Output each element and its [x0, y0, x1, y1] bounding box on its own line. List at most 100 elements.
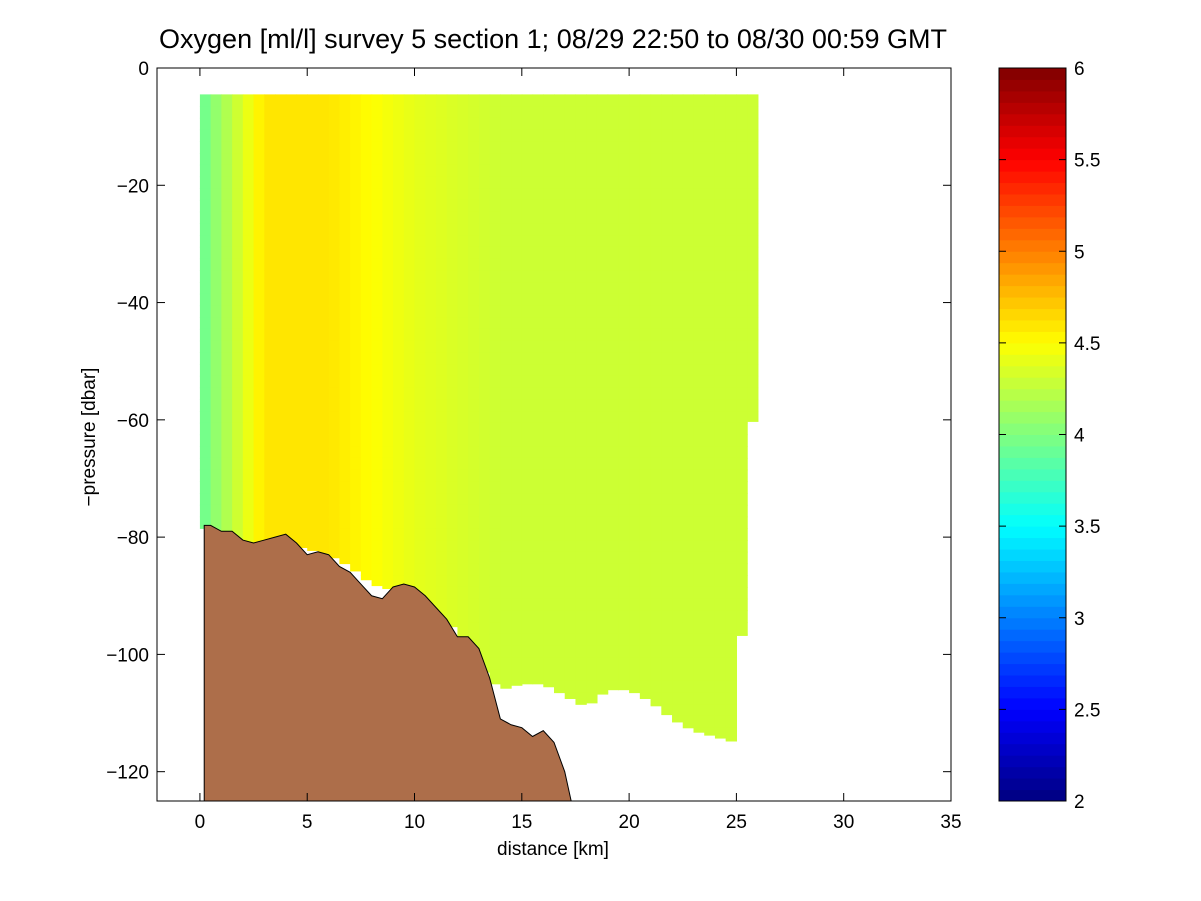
heatmap-cell — [307, 504, 319, 518]
heatmap-cell — [446, 422, 459, 436]
chart-title: Oxygen [ml/l] survey 5 section 1; 08/29 … — [159, 24, 947, 54]
heatmap-cell — [478, 153, 491, 166]
heatmap-cell — [596, 328, 609, 342]
heatmap-cell — [747, 141, 759, 154]
heatmap-cell — [618, 669, 630, 682]
heatmap-cell — [478, 633, 491, 647]
heatmap-cell — [339, 540, 351, 553]
heatmap-cell — [210, 117, 222, 131]
heatmap-cell — [586, 364, 598, 377]
heatmap-cell — [339, 457, 351, 471]
heatmap-cell — [232, 106, 244, 119]
heatmap-cell — [672, 469, 684, 483]
heatmap-cell — [639, 211, 652, 224]
heatmap-cell — [221, 340, 233, 354]
heatmap-cell — [736, 551, 748, 565]
heatmap-cell — [672, 258, 684, 271]
heatmap-cell — [532, 328, 544, 342]
heatmap-cell — [596, 528, 609, 541]
heatmap-cell — [457, 622, 469, 635]
heatmap-cell — [554, 117, 566, 131]
heatmap-cell — [532, 504, 544, 518]
heatmap-cell — [403, 446, 416, 459]
heatmap-cell — [489, 235, 501, 248]
heatmap-cell — [747, 188, 759, 201]
heatmap-cell — [596, 669, 609, 682]
heatmap-cell — [210, 516, 222, 529]
heatmap-cell — [478, 211, 491, 224]
heatmap-cell — [596, 141, 609, 154]
heatmap-cell — [199, 153, 212, 166]
heatmap-cell — [403, 493, 416, 506]
heatmap-cell — [382, 246, 394, 260]
heatmap-cell — [650, 176, 662, 189]
heatmap-cell — [596, 411, 609, 424]
heatmap-cell — [543, 528, 555, 541]
heatmap-cell — [435, 457, 448, 471]
heatmap-cell — [350, 270, 362, 283]
heatmap-cell — [521, 364, 534, 377]
heatmap-cell — [232, 164, 244, 178]
heatmap-cell — [446, 282, 459, 295]
heatmap-cell — [210, 434, 222, 447]
heatmap-cell — [704, 352, 716, 365]
heatmap-cell — [714, 375, 727, 389]
heatmap-cell — [704, 258, 716, 271]
heatmap-cell — [232, 293, 244, 307]
heatmap-cell — [296, 493, 308, 506]
heatmap-cell — [478, 282, 491, 295]
heatmap-cell — [285, 94, 298, 107]
heatmap-cell — [554, 586, 566, 600]
heatmap-cell — [275, 387, 287, 400]
heatmap-cell — [650, 692, 662, 705]
heatmap-cell — [328, 528, 341, 541]
heatmap-cell — [307, 129, 319, 142]
y-axis-label: −pressure [dbar] — [79, 368, 100, 507]
heatmap-cell — [661, 493, 673, 506]
heatmap-cell — [221, 387, 233, 400]
heatmap-cell — [489, 340, 501, 354]
heatmap-cell — [532, 434, 544, 447]
heatmap-cell — [532, 633, 544, 647]
heatmap-cell — [586, 375, 598, 389]
heatmap-cell — [221, 493, 233, 506]
colorbar-band — [999, 319, 1066, 332]
heatmap-cell — [693, 270, 705, 283]
heatmap-cell — [403, 575, 416, 588]
heatmap-cell — [500, 540, 512, 553]
heatmap-cell — [672, 493, 684, 506]
heatmap-cell — [339, 493, 351, 506]
heatmap-cell — [425, 375, 437, 389]
heatmap-cell — [521, 246, 534, 260]
heatmap-cell — [403, 270, 416, 283]
heatmap-cell — [468, 223, 480, 236]
heatmap-cell — [232, 211, 244, 224]
heatmap-cell — [554, 153, 566, 166]
heatmap-cell — [414, 340, 426, 354]
heatmap-cell — [242, 387, 255, 400]
heatmap-cell — [704, 211, 716, 224]
heatmap-cell — [672, 199, 684, 213]
heatmap-cell — [618, 645, 630, 658]
heatmap-cell — [736, 164, 748, 178]
heatmap-cell — [704, 727, 716, 736]
heatmap-cell — [489, 622, 501, 635]
heatmap-cell — [596, 317, 609, 330]
heatmap-cell — [360, 528, 373, 541]
heatmap-cell — [747, 235, 759, 248]
heatmap-cell — [661, 586, 673, 600]
heatmap-cell — [661, 106, 673, 119]
heatmap-cell — [478, 411, 491, 424]
heatmap-cell — [435, 258, 448, 271]
heatmap-cell — [425, 540, 437, 553]
heatmap-cell — [393, 176, 405, 189]
heatmap-cell — [532, 258, 544, 271]
heatmap-cell — [382, 540, 394, 553]
heatmap-cell — [221, 199, 233, 213]
y-tick-label: −100 — [106, 645, 149, 666]
heatmap-cell — [629, 282, 641, 295]
heatmap-cell — [725, 680, 738, 694]
heatmap-cell — [242, 246, 255, 260]
heatmap-cell — [543, 610, 555, 623]
heatmap-cell — [242, 117, 255, 131]
